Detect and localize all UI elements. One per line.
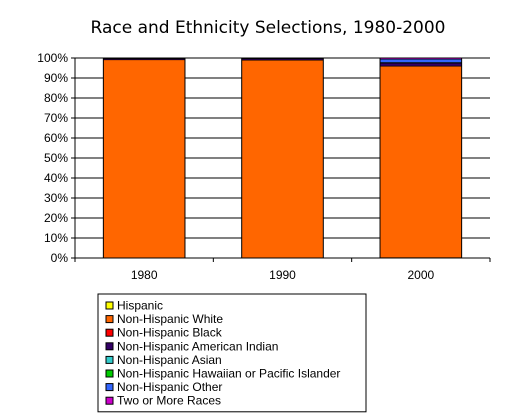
legend-label: Non-Hispanic Other [117,380,222,394]
legend-swatch [105,342,114,351]
legend-swatch [105,315,114,324]
legend-label: Non-Hispanic Hawaiian or Pacific Islande… [117,367,340,381]
bar-segment [380,66,462,258]
legend-label: Non-Hispanic Asian [117,353,222,367]
y-tick-label: 60% [44,131,68,145]
axes: 0% 10% 20% 30% 40% 50% 60% 70% 80% 90% 100% 1980 199… [37,51,491,282]
y-tick-label: 40% [44,171,68,185]
y-tick-label: 30% [44,191,68,205]
y-tick-label: 50% [44,151,68,165]
legend-label: Two or More Races [117,394,221,408]
y-tick-label: 0% [51,251,69,265]
y-tick-label: 90% [44,71,68,85]
y-tick-label: 10% [44,231,68,245]
x-tick-label: 2000 [407,268,434,282]
bars [102,57,463,259]
chart-title: Race and Ethnicity Selections, 1980-2000 [91,18,446,38]
x-tick-label: 1990 [269,268,296,282]
legend-swatch [105,369,114,378]
legend-swatch [105,396,114,405]
y-tick-label: 100% [37,51,68,65]
bar-segment [103,59,185,258]
legend-label: Non-Hispanic Black [117,326,223,340]
y-tick-label: 20% [44,211,68,225]
x-tick-label: 1980 [131,268,158,282]
bar-segment [241,58,324,60]
legend-swatch [105,301,114,310]
y-tick-label: 70% [44,111,68,125]
legend-label: Non-Hispanic American Indian [117,339,278,353]
legend-swatch [105,355,114,364]
legend-swatch [105,383,114,392]
legend-swatch [105,328,114,337]
y-tick-label: 80% [44,91,68,105]
bar-segment [380,63,462,66]
legend-box [97,293,367,413]
legend-label: Hispanic [117,299,163,313]
legend-label: Non-Hispanic White [117,312,223,326]
bar-segment [241,60,324,258]
bar-segment [380,59,462,63]
